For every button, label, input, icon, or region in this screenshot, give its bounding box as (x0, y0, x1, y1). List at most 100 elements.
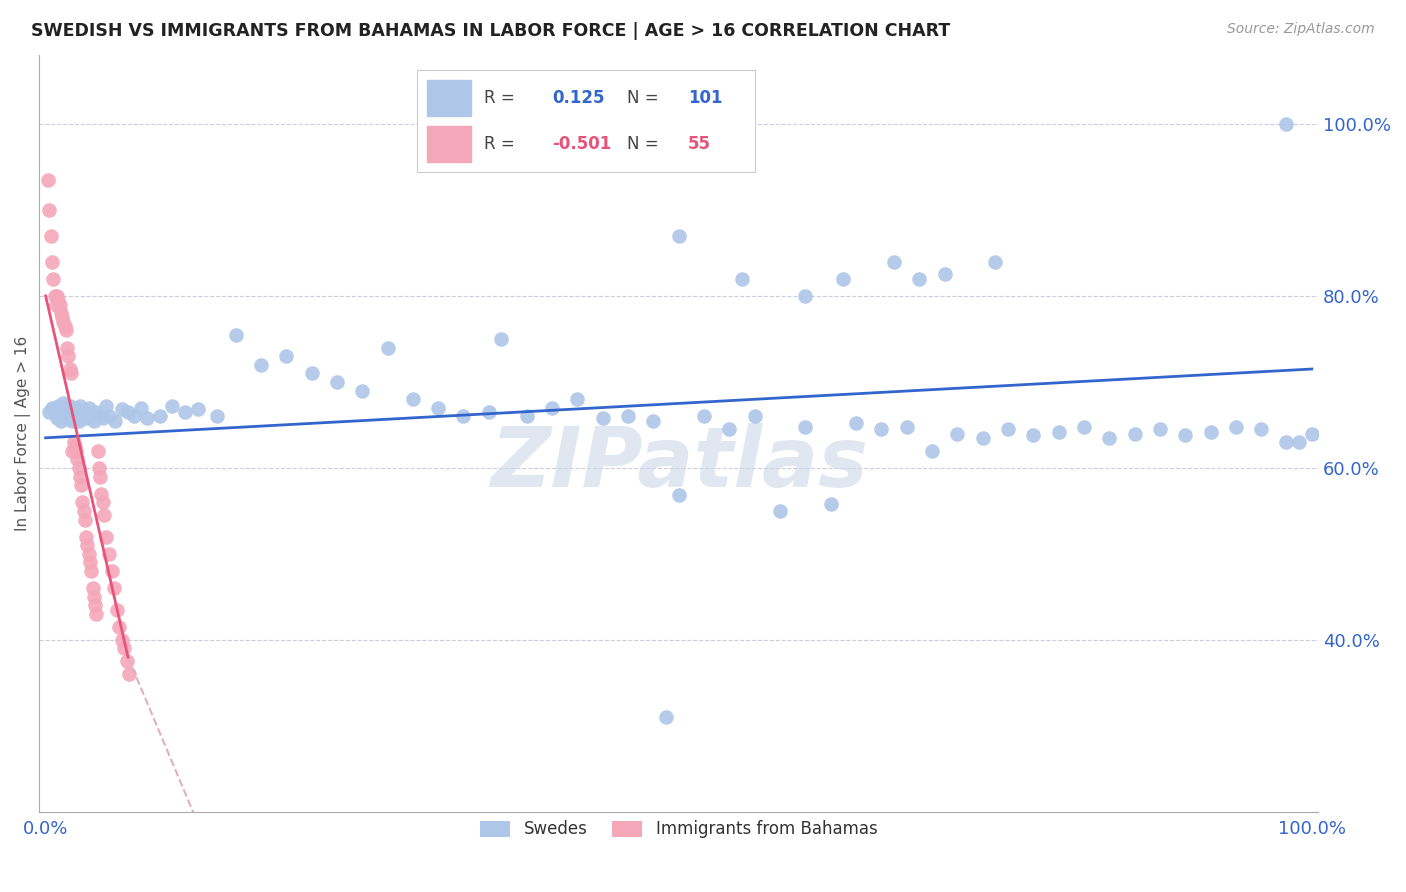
Point (129, 401, 152, 415)
Point (794, 289, 817, 303)
Point (1123, 426, 1146, 441)
Point (453, 409, 475, 424)
Point (38, 405, 60, 419)
Point (79, 556, 101, 570)
Point (67, 414, 90, 428)
Point (42, 271, 65, 285)
Point (63, 439, 86, 453)
Legend: Swedes, Immigrants from Bahamas: Swedes, Immigrants from Bahamas (474, 814, 884, 845)
Point (1275, 435, 1298, 450)
Point (46, 411, 69, 425)
Point (59, 367, 82, 381)
Point (118, 667, 141, 681)
Point (136, 411, 159, 425)
Point (124, 409, 146, 424)
Point (326, 375, 349, 389)
Point (427, 401, 450, 415)
Point (870, 422, 893, 436)
Point (52, 396, 75, 410)
Point (38, 202, 60, 217)
Point (250, 358, 273, 372)
Point (67, 461, 90, 475)
Point (46, 289, 69, 303)
Point (1047, 425, 1070, 439)
Point (77, 547, 100, 561)
Point (205, 409, 228, 424)
Point (86, 443, 108, 458)
Point (48, 409, 70, 424)
Point (83, 590, 105, 604)
Point (718, 422, 741, 436)
Point (51, 310, 73, 325)
Point (73, 512, 96, 526)
Point (1022, 428, 1045, 442)
Point (65, 409, 87, 424)
Point (668, 228, 690, 243)
Point (69, 399, 91, 413)
Point (946, 426, 969, 441)
Point (1199, 425, 1222, 439)
Point (69, 469, 91, 483)
Point (63, 401, 86, 415)
Point (91, 495, 114, 509)
Point (59, 362, 82, 376)
Point (516, 409, 538, 424)
Point (1174, 428, 1197, 442)
Point (997, 422, 1019, 436)
Point (52, 315, 75, 329)
Point (832, 271, 855, 285)
Point (45, 297, 67, 311)
Point (91, 411, 114, 425)
Point (77, 401, 100, 415)
Point (352, 384, 374, 398)
Point (668, 488, 690, 502)
Point (111, 402, 134, 417)
Point (1073, 419, 1095, 434)
Point (567, 392, 589, 406)
Point (108, 620, 131, 634)
Point (44, 289, 66, 303)
Point (187, 402, 209, 417)
Point (46, 399, 69, 413)
Point (883, 254, 905, 268)
Point (72, 405, 94, 419)
Point (112, 641, 135, 656)
Point (60, 443, 83, 458)
Point (58, 411, 80, 425)
Point (89, 469, 111, 483)
Point (972, 431, 994, 445)
Point (104, 414, 127, 428)
Point (58, 349, 80, 363)
Point (93, 508, 115, 523)
Point (41, 254, 63, 268)
Point (87, 461, 110, 475)
Point (84, 599, 107, 613)
Point (276, 349, 298, 363)
Point (96, 399, 118, 413)
Point (62, 435, 84, 450)
Point (55, 401, 77, 415)
Point (53, 409, 76, 424)
Point (75, 530, 97, 544)
Point (111, 632, 134, 647)
Point (41, 401, 63, 415)
Point (934, 268, 956, 282)
Point (149, 409, 172, 424)
Point (80, 564, 103, 578)
Point (115, 654, 138, 668)
Point (592, 411, 614, 425)
Point (100, 564, 122, 578)
Point (37, 173, 59, 187)
Point (794, 419, 817, 434)
Point (617, 409, 640, 424)
Point (655, 710, 678, 724)
Point (225, 327, 247, 342)
Point (643, 414, 665, 428)
Point (301, 367, 323, 381)
Point (83, 414, 105, 428)
Point (72, 495, 94, 509)
Point (96, 530, 118, 544)
Point (76, 538, 98, 552)
Point (820, 497, 842, 511)
Text: SWEDISH VS IMMIGRANTS FROM BAHAMAS IN LABOR FORCE | AGE > 16 CORRELATION CHART: SWEDISH VS IMMIGRANTS FROM BAHAMAS IN LA… (31, 22, 950, 40)
